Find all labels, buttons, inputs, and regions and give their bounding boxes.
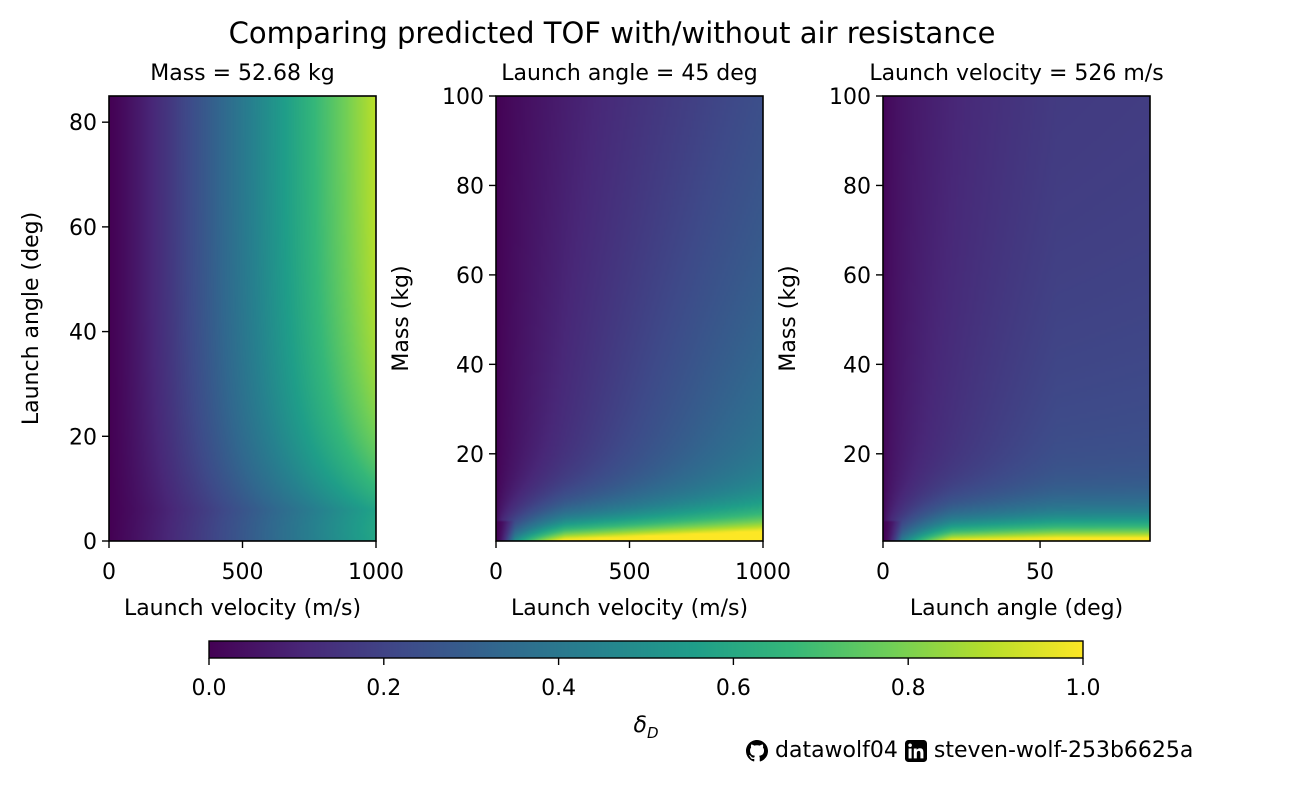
y-tick-label: 0 [83,530,97,555]
y-tick-label: 20 [456,443,484,468]
chart-suptitle: Comparing predicted TOF with/without air… [229,16,996,50]
y-tick-label: 100 [829,85,871,110]
colorbar-gradient [208,640,1084,659]
github-icon [746,739,768,762]
heatmap-panel-3: Launch velocity = 526 m/s 0 50 20 40 60 80 100 L… [776,61,1164,621]
heatmap-panel-1: Mass = 52.68 kg 0 500 1000 0 20 40 60 80 Launch v… [19,61,404,621]
panel-title: Launch angle = 45 deg [501,61,758,86]
colorbar-tick-label: 1.0 [1066,676,1101,701]
y-tick-label: 40 [843,353,871,378]
colorbar-tick-label: 0.4 [541,676,576,701]
y-tick-label: 100 [442,85,484,110]
y-tick-label: 80 [69,111,97,136]
colorbar: 0.0 0.2 0.4 0.6 0.8 1.0 δD [192,640,1101,742]
linkedin-username: steven-wolf-253b6625a [933,738,1194,763]
heatmap-image [109,96,376,541]
y-tick-label: 20 [69,425,97,450]
x-tick-label: 0 [876,560,890,585]
colorbar-tick-label: 0.2 [366,676,401,701]
panel-title: Mass = 52.68 kg [150,61,335,86]
colorbar-tick-label: 0.8 [891,676,926,701]
x-tick-label: 0 [102,560,116,585]
y-tick-label: 40 [69,321,97,346]
y-tick-label: 60 [456,264,484,289]
colorbar-tick-label: 0.0 [192,676,227,701]
github-username: datawolf04 [775,738,898,763]
y-axis-label: Mass (kg) [776,265,801,371]
axes-frame [882,95,1151,542]
heatmap-image [883,96,1150,541]
x-tick-label: 1000 [348,560,404,585]
heatmap-image [496,96,763,541]
colorbar-label: δD [633,713,658,742]
y-axis-label: Launch angle (deg) [19,212,44,425]
colorbar-tick-label: 0.6 [716,676,751,701]
x-tick-label: 500 [609,560,651,585]
x-tick-label: 1000 [735,560,791,585]
y-axis-label: Mass (kg) [389,265,414,371]
x-axis-label: Launch velocity (m/s) [124,596,361,621]
y-tick-label: 80 [843,174,871,199]
x-axis-label: Launch angle (deg) [910,596,1123,621]
y-tick-label: 60 [843,264,871,289]
y-tick-label: 40 [456,353,484,378]
x-axis-label: Launch velocity (m/s) [511,596,748,621]
panel-title: Launch velocity = 526 m/s [869,61,1163,86]
y-tick-label: 20 [843,443,871,468]
footer-credits: datawolf04 steven-wolf-253b6625a [746,738,1193,763]
x-tick-label: 0 [489,560,503,585]
heatmap-panel-2: Launch angle = 45 deg 0 500 1000 20 40 60 80 100… [389,61,791,621]
y-tick-label: 60 [69,216,97,241]
x-tick-label: 50 [1026,560,1054,585]
y-tick-label: 80 [456,174,484,199]
x-tick-label: 500 [222,560,264,585]
linkedin-icon [904,739,927,762]
